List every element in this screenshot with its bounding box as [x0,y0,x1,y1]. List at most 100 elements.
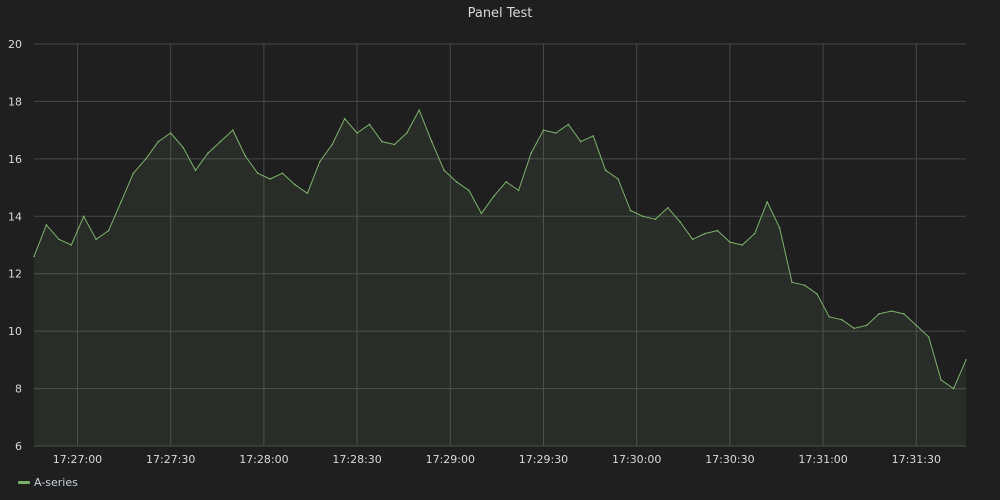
data-point [455,181,458,183]
data-point [580,140,582,143]
data-point [642,215,644,218]
data-point [716,229,719,232]
x-tick-label: 17:30:30 [705,453,754,466]
data-point [70,244,73,246]
data-point [306,192,309,195]
data-point [542,129,545,131]
data-point [393,143,396,146]
data-point [356,132,358,134]
x-tick-label: 17:28:00 [239,453,288,466]
y-tick-label: 18 [8,95,22,108]
legend: A-series [18,476,78,489]
data-point [741,244,744,246]
data-point [95,238,97,241]
data-point [232,129,234,131]
data-point [791,281,793,284]
data-point [965,359,967,361]
data-point [368,123,371,126]
data-point [828,316,831,318]
data-point [343,117,346,120]
legend-series-label[interactable]: A-series [34,476,78,489]
x-tick-label: 17:29:30 [519,453,568,466]
data-point [45,224,48,226]
data-point [145,158,147,160]
data-point [691,238,694,241]
data-point [803,284,806,287]
data-point [753,232,756,235]
series-area-fill [34,110,966,446]
data-point [555,132,557,134]
data-point [406,132,408,134]
data-point [256,172,259,174]
y-tick-label: 10 [8,325,22,338]
data-point [903,313,905,315]
data-point [853,327,855,330]
data-point [219,140,222,143]
data-point [120,201,122,203]
x-tick-label: 17:31:00 [798,453,847,466]
data-point [517,189,520,192]
data-point [157,140,160,143]
data-point [816,293,818,295]
data-point [530,152,532,154]
data-point [418,109,421,111]
data-point [294,183,296,186]
x-tick-label: 17:27:30 [146,453,195,466]
y-tick-label: 12 [8,268,22,281]
data-point [381,140,383,143]
data-point [667,206,669,209]
data-point [704,232,706,235]
data-point [331,143,334,146]
y-tick-label: 14 [8,210,22,223]
data-point [878,313,880,315]
data-point [169,132,172,134]
data-point [480,212,483,215]
data-point [865,324,868,327]
data-point [244,155,247,157]
data-point [654,218,657,220]
y-tick-label: 8 [15,383,22,396]
data-point [132,172,135,174]
data-point [617,178,619,180]
data-point [33,255,35,258]
data-point [592,135,594,137]
data-point [107,229,110,232]
data-point [269,178,271,180]
data-point [207,152,209,154]
data-point [468,189,470,192]
x-tick-label: 17:30:00 [612,453,661,466]
legend-series-swatch[interactable] [18,481,30,484]
data-point [567,123,570,126]
x-tick-label: 17:31:30 [892,453,941,466]
y-tick-label: 20 [8,38,22,51]
data-point [729,241,731,243]
data-point [952,387,955,390]
data-point [319,160,321,163]
y-tick-label: 6 [15,440,22,453]
data-point [927,336,930,338]
data-point [604,169,607,172]
data-point [915,324,918,327]
y-tick-label: 16 [8,153,22,166]
data-point [182,146,184,149]
data-point [505,181,508,183]
data-point [82,215,85,218]
data-point [679,221,681,223]
data-point [778,227,781,229]
series-line [33,109,967,390]
data-point [940,379,942,381]
data-point [443,169,445,172]
data-point [430,140,433,143]
data-point [766,201,768,203]
x-tick-label: 17:28:30 [332,453,381,466]
data-point [58,238,60,241]
data-point [281,172,284,174]
panel-title[interactable]: Panel Test [467,6,533,21]
data-point [493,195,495,197]
x-tick-label: 17:27:00 [53,453,102,466]
data-point [840,318,843,321]
data-point [194,169,197,172]
data-point [890,310,893,312]
